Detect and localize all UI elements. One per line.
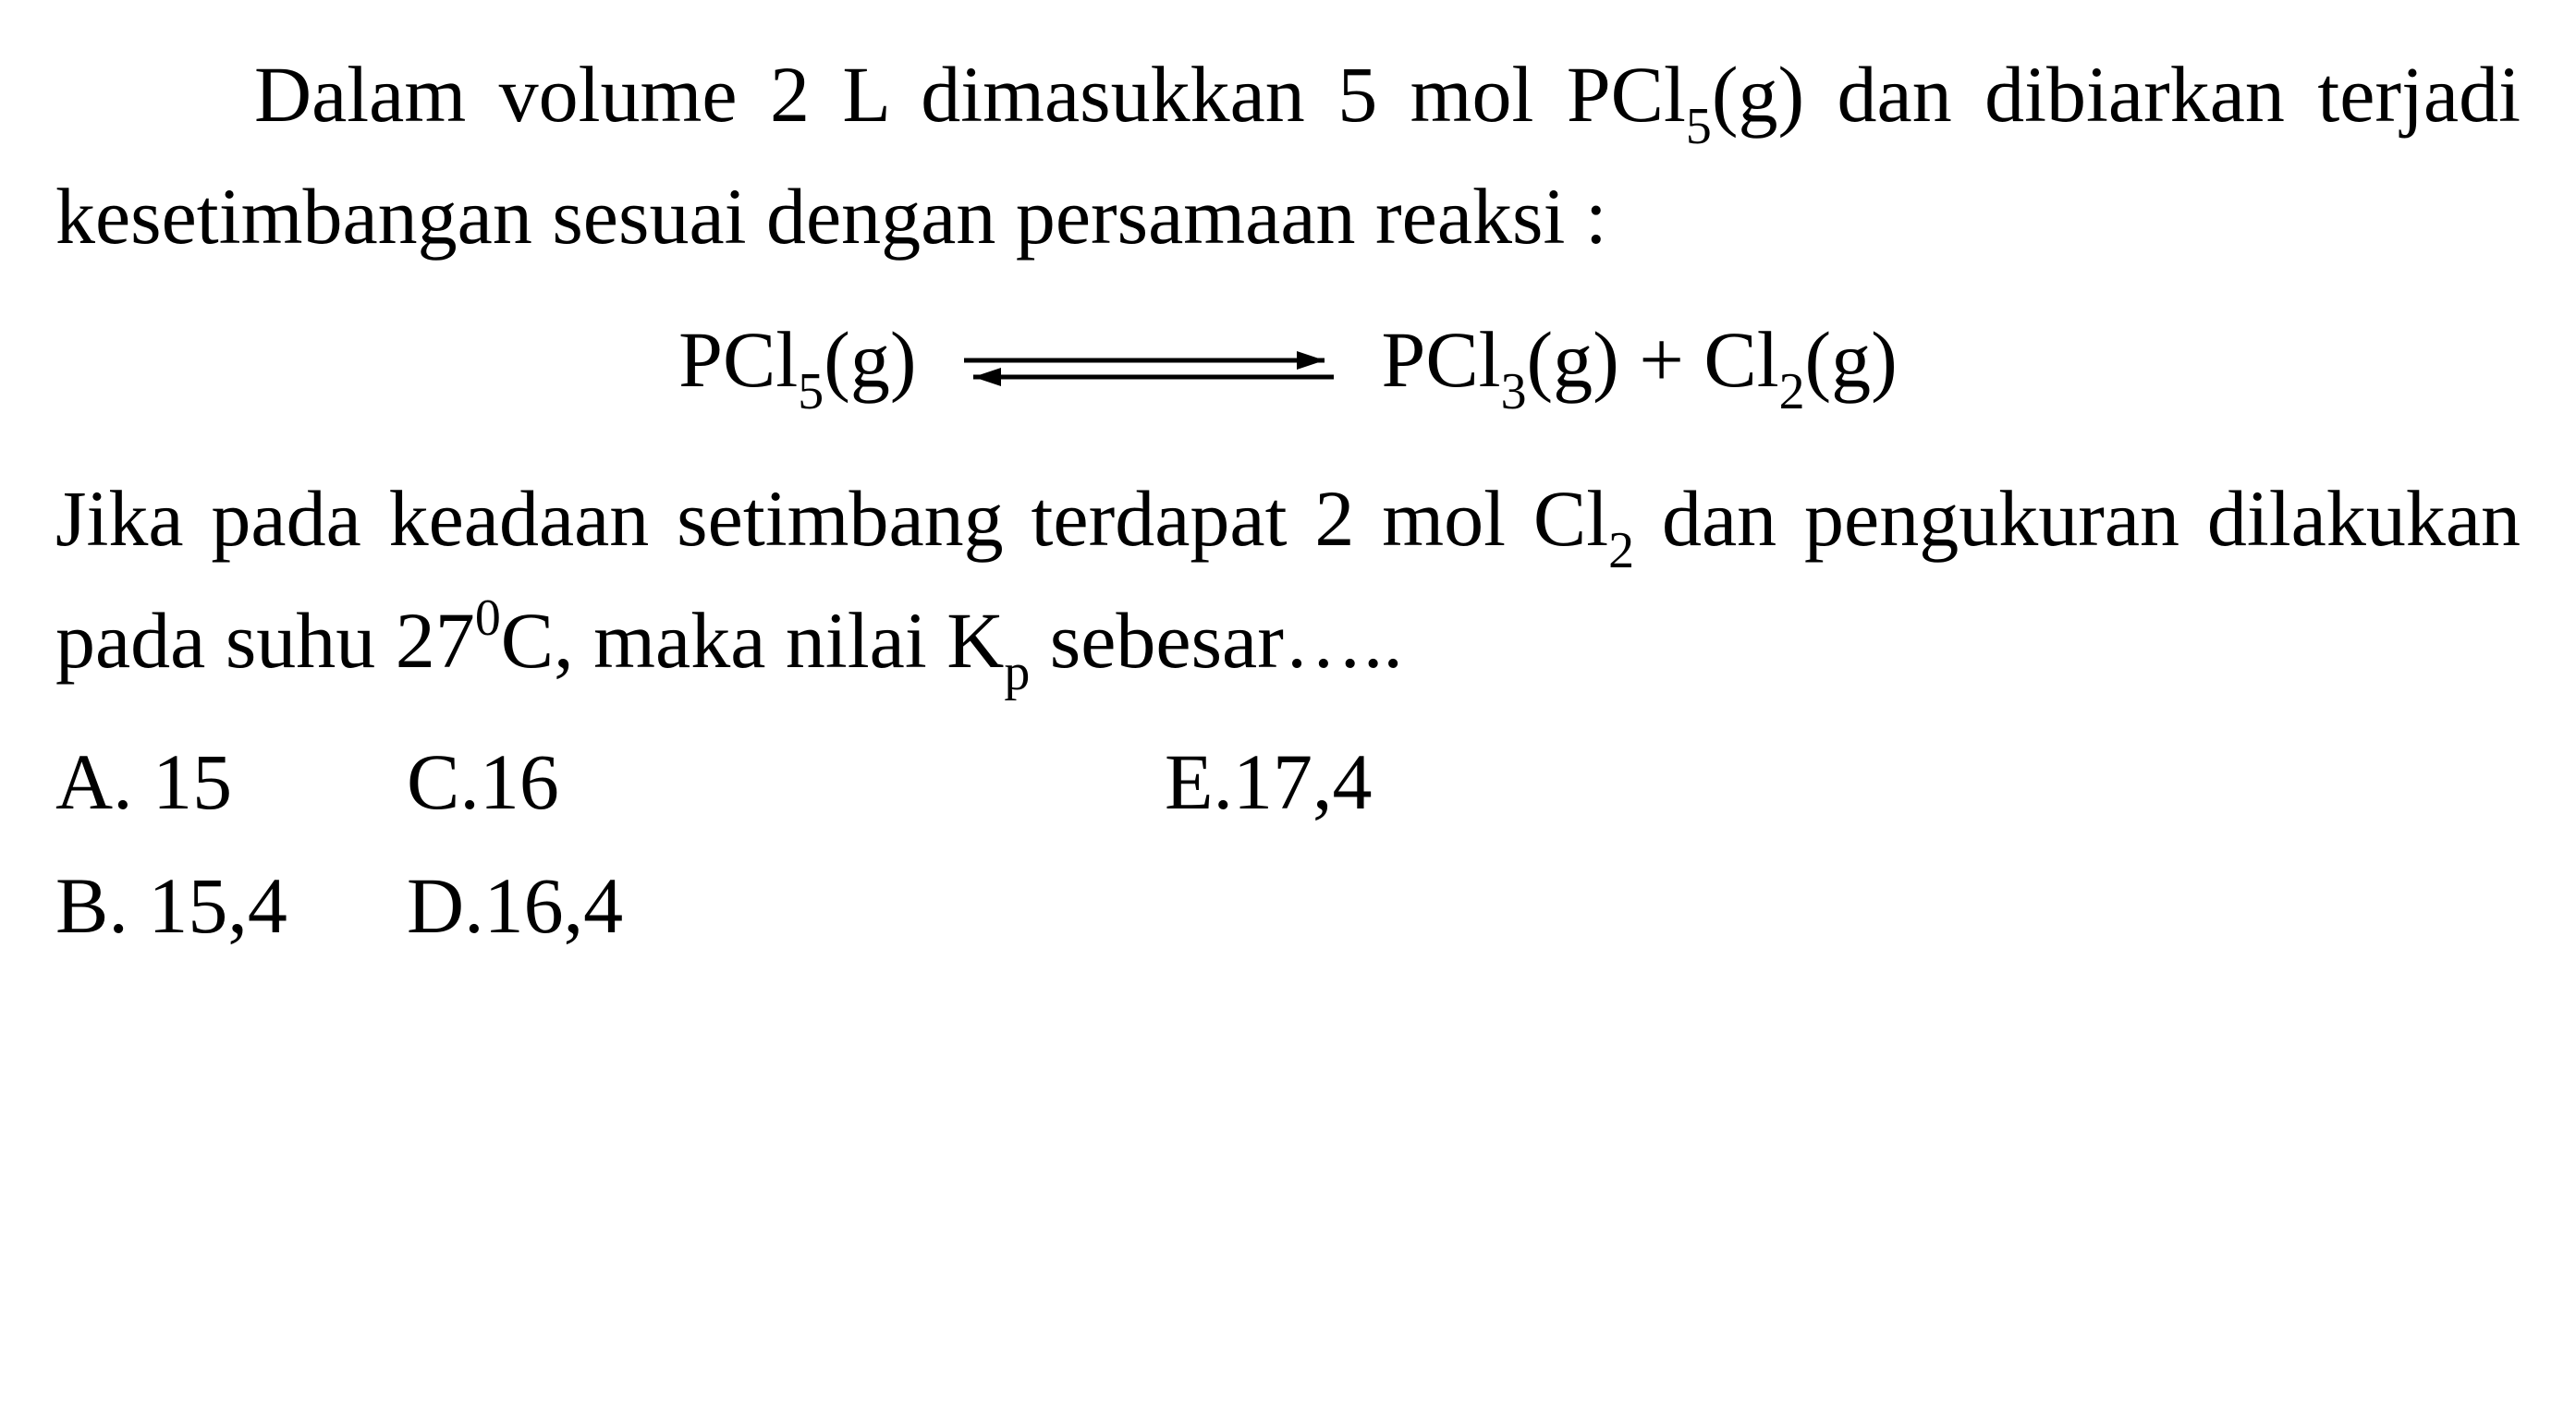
text-segment: Dalam volume 2 L dimasukkan 5 mol PCl	[254, 50, 1686, 139]
question-paragraph-1: Dalam volume 2 L dimasukkan 5 mol PCl5(g…	[55, 37, 2521, 274]
option-value: 17,4	[1233, 737, 1373, 826]
option-b[interactable]: B. 15,4	[55, 848, 407, 964]
chemical-equation: PCl5(g) PCl3(g) + Cl2(g)	[55, 302, 2521, 424]
option-value: 16,4	[484, 861, 624, 950]
option-column-ab: A. 15 B. 15,4	[55, 724, 407, 973]
product-species: PCl	[1381, 315, 1500, 404]
option-e[interactable]: E.17,4	[1165, 724, 2521, 840]
subscript: 2	[1608, 522, 1634, 579]
option-column-e: E.17,4	[1165, 724, 2521, 973]
option-value: 15,4	[148, 861, 287, 950]
answer-options: A. 15 B. 15,4 C.16 D.16,4 E.17,4	[55, 724, 2521, 973]
plus-sign: +	[1619, 315, 1704, 404]
option-label: C.	[407, 737, 480, 826]
option-label: D.	[407, 861, 484, 950]
option-label: B.	[55, 861, 148, 950]
option-d[interactable]: D.16,4	[407, 848, 1165, 964]
subscript: 5	[1686, 98, 1712, 155]
reactant-species: PCl	[678, 315, 798, 404]
option-value: 15	[153, 737, 232, 826]
question-paragraph-2: Jika pada keadaan setimbang terdapat 2 m…	[55, 461, 2521, 706]
product-species: Cl	[1703, 315, 1778, 404]
subscript: 5	[798, 363, 824, 420]
option-column-cd: C.16 D.16,4	[407, 724, 1165, 973]
text-segment: C, maka nilai K	[501, 596, 1005, 685]
subscript: 3	[1501, 363, 1527, 420]
option-label: E.	[1165, 737, 1233, 826]
option-c[interactable]: C.16	[407, 724, 1165, 840]
text-segment: Jika pada keadaan setimbang terdapat 2 m…	[55, 474, 1608, 563]
state-label: (g)	[1805, 315, 1898, 404]
state-label: (g)	[824, 315, 916, 404]
subscript: p	[1004, 644, 1030, 701]
state-label: (g)	[1527, 315, 1619, 404]
question-container: Dalam volume 2 L dimasukkan 5 mol PCl5(g…	[55, 37, 2521, 973]
superscript: 0	[475, 589, 501, 647]
option-a[interactable]: A. 15	[55, 724, 407, 840]
subscript: 2	[1779, 363, 1805, 420]
option-value: 16	[480, 737, 559, 826]
text-segment: sebesar…..	[1030, 596, 1403, 685]
equilibrium-arrow-icon	[955, 340, 1343, 395]
option-label: A.	[55, 737, 153, 826]
